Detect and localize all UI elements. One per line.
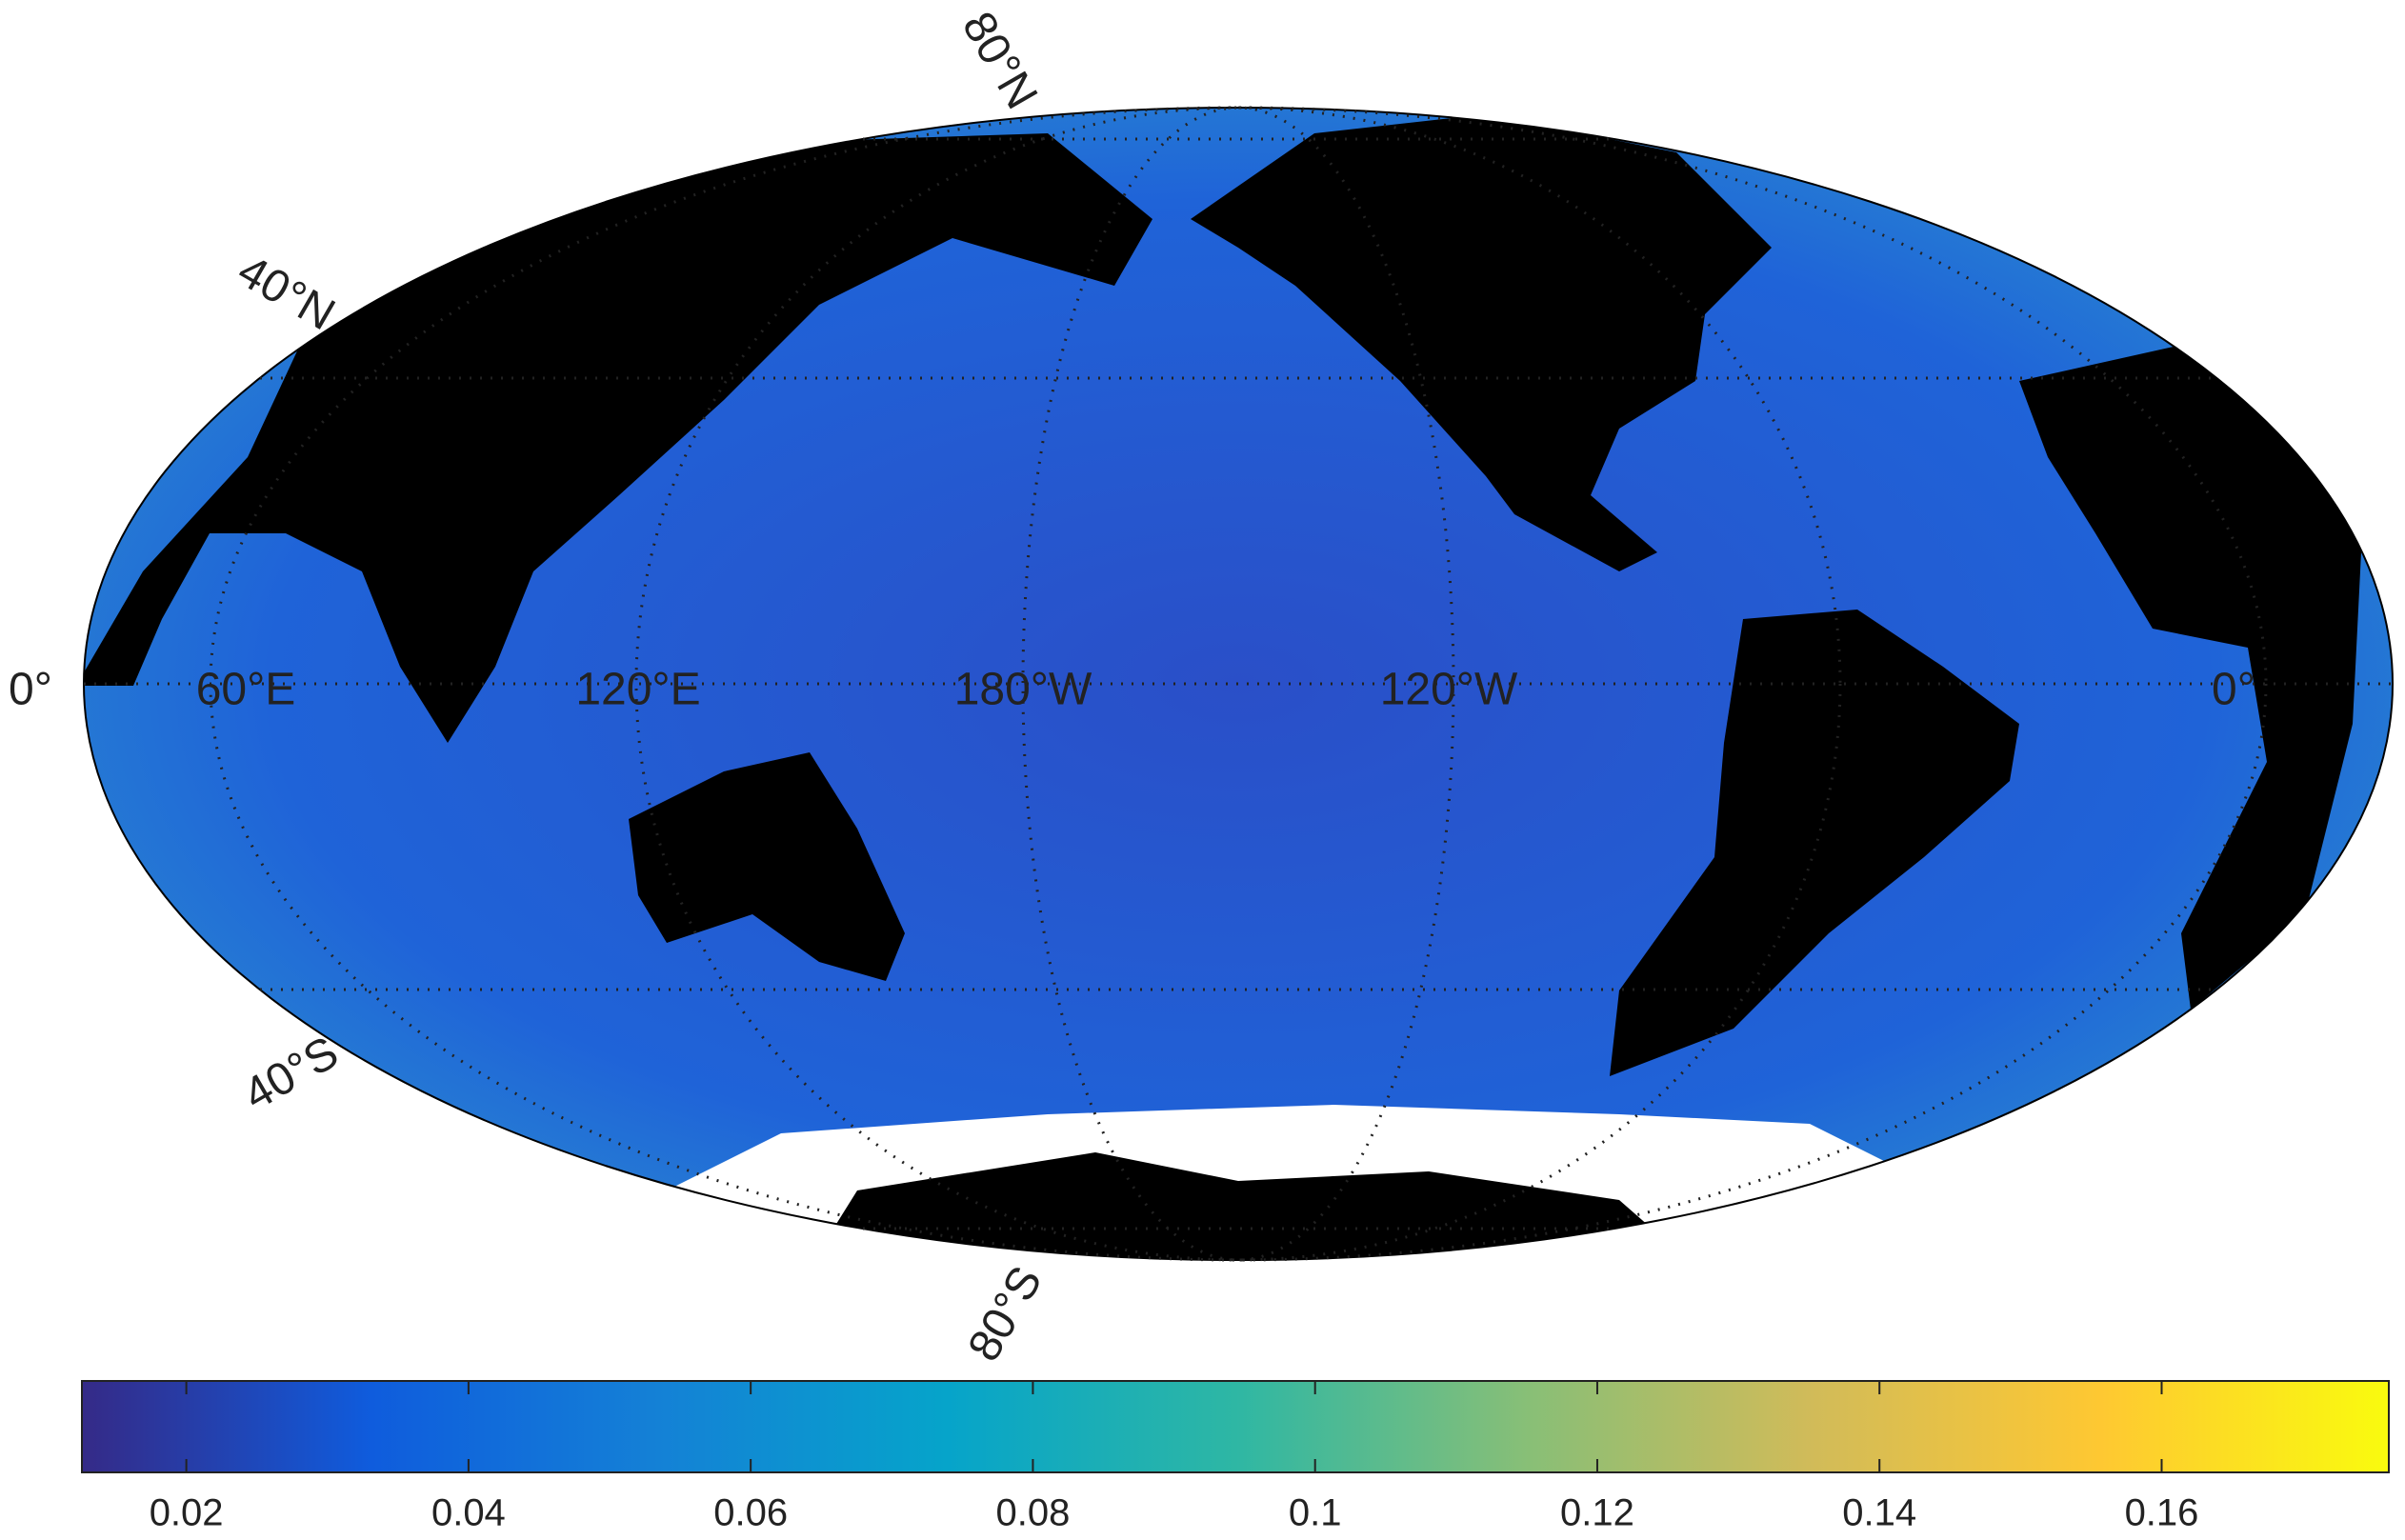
lat-label: 80°N: [952, 4, 1048, 117]
lat-label: 80°S: [958, 1258, 1052, 1370]
lon-label: 120°W: [1380, 665, 1518, 715]
land-northamerica: [1191, 114, 1772, 571]
lat-label: 40°N: [230, 246, 343, 341]
land-antarctica-rock: [810, 1152, 1695, 1260]
meridian: [209, 106, 2268, 1262]
lon-label: 0°: [2212, 665, 2255, 715]
land-africa: [2019, 343, 2362, 1010]
colorbar-tick-label: 0.1: [1289, 1492, 1342, 1534]
land-southamerica: [1610, 610, 2019, 1076]
colorbar-tick-label: 0.06: [713, 1492, 788, 1534]
meridian: [1021, 106, 1455, 1262]
land-australia: [629, 752, 905, 981]
meridian: [634, 106, 1842, 1262]
land-eurasia: [84, 133, 1152, 743]
colorbar-tick-label: 0.14: [1842, 1492, 1916, 1534]
colorbar: [81, 1380, 2390, 1473]
lon-label: 180°W: [954, 665, 1092, 715]
lon-label: 0°: [9, 665, 52, 715]
colorbar-tick-label: 0.08: [995, 1492, 1070, 1534]
colorbar-tick-label: 0.12: [1560, 1492, 1634, 1534]
colorbar-tick-label: 0.02: [150, 1492, 224, 1534]
graticule: [84, 106, 2393, 1262]
colorbar-tick-label: 0.04: [431, 1492, 506, 1534]
lon-label: 120°E: [575, 665, 700, 715]
lon-label: 60°E: [196, 665, 296, 715]
lat-label: 40°S: [235, 1027, 347, 1120]
colorbar-tick-label: 0.16: [2125, 1492, 2199, 1534]
